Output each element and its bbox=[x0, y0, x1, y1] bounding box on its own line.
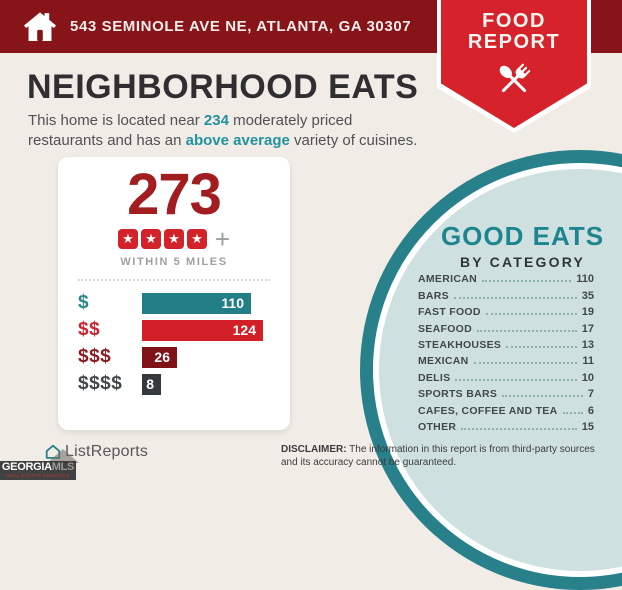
category-row: AMERICAN 110 bbox=[418, 269, 594, 285]
category-value: 110 bbox=[576, 273, 594, 286]
price-tier-bar-chart: $110 $$ 124 $$$ 26 $$$$ 8 bbox=[78, 292, 270, 395]
listreports-label: ListReports bbox=[65, 443, 149, 460]
subtitle-text-1: This home is located near bbox=[28, 112, 204, 129]
category-value: 13 bbox=[581, 338, 594, 351]
card-divider bbox=[78, 278, 270, 281]
food-report-badge-inner: FOOD REPORT bbox=[441, 0, 587, 128]
category-value: 7 bbox=[587, 388, 594, 401]
dotted-leader bbox=[562, 411, 583, 414]
price-bar-row: $$ 124 bbox=[78, 319, 270, 341]
spoon-fork-icon bbox=[499, 63, 531, 93]
plus-sign: + bbox=[214, 223, 231, 254]
dotted-leader bbox=[477, 329, 577, 332]
georgia-mls-logo: GEORGIAMLS REAL ESTATE SERVICES bbox=[0, 461, 76, 480]
category-label: FAST FOOD bbox=[418, 306, 481, 319]
dotted-leader bbox=[455, 378, 577, 381]
category-row: SEAFOOD 17 bbox=[418, 318, 594, 335]
category-label: CAFES, COFFEE AND TEA bbox=[418, 404, 558, 417]
dotted-leader bbox=[473, 362, 578, 365]
dotted-leader bbox=[481, 280, 572, 283]
georgia-mls-part2: MLS bbox=[51, 461, 75, 473]
category-value: 15 bbox=[581, 420, 594, 433]
price-tier-label: $$ bbox=[78, 319, 101, 341]
page-title: NEIGHBORHOOD EATS bbox=[27, 68, 419, 106]
category-label: BARS bbox=[418, 289, 449, 302]
price-bar-row: $110 bbox=[78, 292, 270, 314]
category-label: SEAFOOD bbox=[418, 322, 473, 335]
disclaimer-text: The information in this report is from t… bbox=[281, 444, 595, 469]
georgia-mls-peak-graphic bbox=[47, 449, 79, 463]
category-label: MEXICAN bbox=[418, 355, 469, 368]
page-subtitle: This home is located near 234 moderately… bbox=[28, 111, 428, 151]
variety-highlight: above average bbox=[185, 131, 290, 149]
house-icon bbox=[24, 11, 56, 41]
category-label: OTHER bbox=[418, 420, 457, 433]
badge-line1: FOOD bbox=[482, 10, 546, 32]
price-bar-row: $$$ 26 bbox=[78, 346, 270, 368]
star-icon: ★ bbox=[186, 228, 207, 249]
dotted-leader bbox=[502, 395, 583, 398]
dotted-leader bbox=[485, 313, 577, 316]
star-icon: ★ bbox=[117, 228, 138, 249]
category-row: CAFES, COFFEE AND TEA 6 bbox=[418, 400, 594, 417]
price-tier-label: $ bbox=[78, 292, 90, 314]
category-label: AMERICAN bbox=[418, 273, 477, 286]
georgia-mls-wordmark: GEORGIAMLS bbox=[0, 462, 76, 473]
good-eats-subtitle: BY CATEGORY bbox=[459, 254, 586, 270]
badge-line2: REPORT bbox=[467, 31, 561, 53]
category-value: 17 bbox=[581, 322, 594, 335]
price-tier-bar: 110 bbox=[142, 292, 251, 314]
georgia-mls-part1: GEORGIA bbox=[1, 461, 52, 473]
category-row: STEAKHOUSES 13 bbox=[418, 335, 594, 351]
food-report-badge: FOOD REPORT bbox=[437, 0, 591, 133]
georgia-mls-tagline: REAL ESTATE SERVICES bbox=[6, 473, 70, 478]
summary-card: 273 ★ ★ ★ ★ + WITHIN 5 MILES $110 $$ 124 $$$ 26 $… bbox=[58, 157, 290, 430]
category-list: AMERICAN 110 BARS 35 FAST FOOD 19 SEAFOOD 17 STE… bbox=[418, 269, 594, 433]
star-icon: ★ bbox=[163, 228, 184, 249]
restaurant-count-highlight: 234 bbox=[203, 112, 229, 129]
subtitle-text-3: variety of cuisines. bbox=[289, 131, 418, 149]
radius-label: WITHIN 5 MILES bbox=[120, 255, 228, 268]
disclaimer-label: DISCLAIMER: bbox=[281, 444, 347, 455]
category-value: 35 bbox=[581, 289, 594, 302]
category-row: BARS 35 bbox=[418, 285, 594, 302]
property-address: 543 SEMINOLE AVE NE, ATLANTA, GA 30307 bbox=[70, 18, 412, 35]
good-eats-heading: GOOD EATS BY CATEGORY bbox=[425, 221, 620, 270]
price-tier-label: $$$$ bbox=[78, 373, 123, 395]
price-tier-label: $$$ bbox=[78, 346, 112, 368]
category-value: 19 bbox=[581, 306, 594, 319]
price-tier-bar: 124 bbox=[142, 319, 263, 341]
dotted-leader bbox=[461, 427, 577, 430]
subtitle-text-2: moderately priced restaurants and has an bbox=[28, 112, 353, 149]
category-value: 11 bbox=[582, 355, 594, 368]
category-row: SPORTS BARS 7 bbox=[418, 384, 594, 400]
category-row: DELIS 10 bbox=[418, 367, 594, 384]
price-tier-bar: 26 bbox=[142, 346, 177, 368]
category-value: 10 bbox=[581, 371, 594, 384]
category-value: 6 bbox=[587, 404, 594, 417]
star-rating: ★ ★ ★ ★ + bbox=[78, 223, 270, 254]
badge-title: FOOD REPORT bbox=[468, 11, 560, 53]
dotted-leader bbox=[453, 296, 577, 299]
category-label: SPORTS BARS bbox=[418, 388, 498, 401]
disclaimer: DISCLAIMER: The information in this repo… bbox=[281, 443, 611, 469]
category-label: STEAKHOUSES bbox=[418, 338, 502, 351]
price-bar-row: $$$$ 8 bbox=[78, 373, 270, 395]
category-label: DELIS bbox=[418, 371, 451, 384]
good-eats-title: GOOD EATS bbox=[440, 221, 605, 251]
category-row: FAST FOOD 19 bbox=[418, 302, 594, 318]
restaurant-total-count: 273 bbox=[127, 162, 222, 227]
category-row: MEXICAN 11 bbox=[418, 351, 594, 367]
dotted-leader bbox=[506, 345, 577, 348]
star-icon: ★ bbox=[140, 228, 161, 249]
category-row: OTHER 15 bbox=[418, 417, 594, 433]
price-tier-bar: 8 bbox=[142, 373, 161, 395]
